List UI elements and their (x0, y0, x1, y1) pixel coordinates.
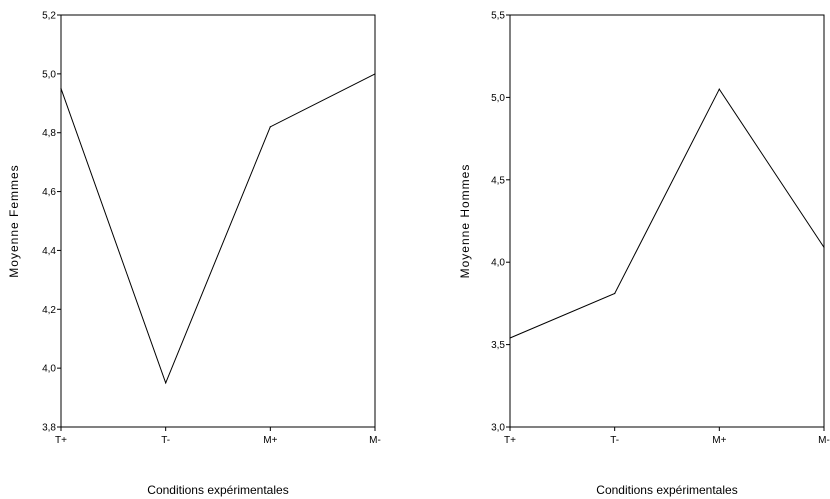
y-tick-label: 4,4 (42, 246, 56, 257)
y-tick-label: 4,2 (42, 305, 56, 316)
y-tick-label: 4,0 (491, 258, 505, 269)
data-point (823, 246, 825, 248)
y-tick-label: 3,0 (491, 423, 505, 434)
data-point (269, 126, 271, 128)
y-tick-label: 4,5 (491, 175, 505, 186)
series-line-hommes (509, 88, 825, 339)
plot-frame (509, 14, 825, 428)
data-point (614, 292, 616, 295)
data-point (165, 382, 167, 384)
y-tick-label: 4,8 (42, 128, 56, 139)
y-tick-label: 4,0 (42, 364, 56, 375)
y-tick-label: 3,8 (42, 423, 56, 434)
y-axis-title: Moyenne Femmes (7, 164, 21, 277)
x-axis-title: Conditions expérimentales (596, 483, 737, 497)
y-tick-label: 5,5 (491, 11, 505, 22)
data-point (509, 337, 511, 339)
chart-femmes: 3,8 4,0 4,2 4,4 4,6 4,8 5,0 5,2 T+ T- M+ M- Conditio… (7, 11, 381, 498)
x-tick-label: M+ (263, 435, 277, 446)
x-tick-label: M+ (712, 435, 726, 446)
x-tick-label: T- (610, 435, 619, 446)
y-axis-title: Moyenne Hommes (458, 164, 472, 279)
x-tick-label: T- (161, 435, 170, 446)
data-point (60, 87, 62, 90)
y-tick-label: 4,6 (42, 187, 56, 198)
plot-frame (60, 14, 376, 428)
x-tick-label: T+ (504, 435, 516, 446)
x-axis-title: Conditions expérimentales (147, 483, 288, 497)
y-tick-label: 3,5 (491, 340, 505, 351)
y-tick-label: 5,2 (42, 11, 56, 22)
x-tick-label: T+ (55, 435, 67, 446)
x-tick-label: M- (369, 435, 381, 446)
chart-hommes: 3,0 3,5 4,0 4,5 5,0 5,5 T+ T- M+ M- Conditions exp… (458, 11, 830, 498)
series-line-femmes (60, 73, 376, 385)
y-tick-label: 5,0 (491, 93, 505, 104)
data-point (718, 88, 720, 90)
data-point (374, 73, 376, 75)
y-tick-label: 5,0 (42, 69, 56, 80)
x-tick-label: M- (818, 435, 830, 446)
